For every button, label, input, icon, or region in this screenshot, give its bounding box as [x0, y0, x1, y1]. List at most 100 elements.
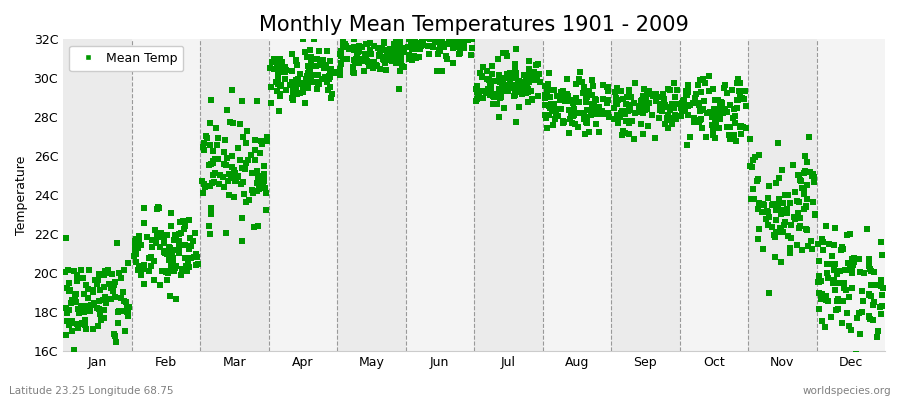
Point	[166, 237, 181, 244]
Point	[128, 250, 142, 256]
Point	[104, 285, 118, 291]
Point	[800, 182, 814, 188]
Point	[99, 300, 113, 306]
Point	[792, 225, 806, 231]
Point	[702, 73, 716, 80]
Point	[229, 175, 243, 182]
Point	[494, 89, 508, 95]
Point	[202, 162, 216, 168]
Point	[592, 104, 607, 110]
Point	[176, 218, 190, 224]
Point	[855, 309, 869, 315]
Point	[480, 76, 494, 82]
Point	[296, 89, 310, 95]
Point	[585, 92, 599, 98]
Point	[220, 155, 235, 162]
Point	[637, 97, 652, 104]
Point	[675, 100, 689, 106]
Point	[140, 234, 154, 240]
Point	[822, 241, 836, 247]
Point	[794, 177, 808, 184]
Point	[807, 210, 822, 217]
Point	[510, 80, 525, 86]
Point	[562, 107, 576, 114]
Point	[289, 76, 303, 83]
Point	[508, 61, 522, 68]
Point	[246, 190, 260, 196]
Point	[64, 297, 78, 304]
Point	[628, 110, 643, 116]
Point	[781, 191, 796, 198]
Point	[695, 125, 709, 132]
Point	[233, 121, 248, 128]
Point	[107, 282, 122, 288]
Point	[96, 272, 111, 278]
Point	[569, 99, 583, 106]
Point	[428, 38, 443, 44]
Point	[379, 67, 393, 74]
Point	[843, 327, 858, 333]
Point	[237, 191, 251, 197]
Point	[108, 333, 122, 339]
Point	[734, 124, 748, 130]
Point	[59, 318, 74, 324]
Point	[296, 36, 310, 43]
Point	[393, 54, 408, 60]
Point	[596, 96, 610, 102]
Point	[164, 222, 178, 229]
Point	[164, 210, 178, 217]
Point	[564, 98, 579, 104]
Point	[504, 75, 518, 81]
Point	[869, 334, 884, 340]
Point	[812, 258, 826, 264]
Point	[376, 56, 391, 62]
Point	[707, 116, 722, 122]
Point	[470, 82, 484, 89]
Point	[285, 89, 300, 95]
Point	[562, 116, 577, 122]
Point	[507, 75, 521, 82]
Point	[163, 244, 177, 251]
Point	[440, 55, 454, 62]
Point	[464, 52, 478, 58]
Point	[324, 67, 338, 74]
Point	[771, 174, 786, 181]
Point	[847, 258, 861, 265]
Point	[299, 76, 313, 82]
Point	[264, 100, 278, 106]
Point	[346, 57, 361, 63]
Point	[706, 132, 721, 138]
Point	[679, 91, 693, 97]
Point	[524, 88, 538, 94]
Point	[458, 21, 473, 28]
Point	[572, 79, 586, 86]
Point	[876, 285, 890, 291]
Point	[352, 60, 366, 66]
Point	[218, 137, 232, 144]
Point	[617, 129, 632, 136]
Point	[778, 191, 792, 198]
Point	[681, 89, 696, 95]
Point	[599, 99, 614, 105]
Point	[333, 60, 347, 67]
Point	[688, 118, 702, 125]
Point	[270, 61, 284, 68]
Point	[103, 281, 117, 288]
Point	[596, 110, 610, 117]
Point	[203, 211, 218, 218]
Point	[393, 68, 408, 74]
Point	[272, 107, 286, 114]
Point	[587, 110, 601, 117]
Point	[871, 328, 886, 335]
Point	[732, 87, 746, 94]
Point	[376, 57, 391, 63]
Point	[137, 262, 151, 268]
Point	[251, 223, 266, 229]
Point	[88, 277, 103, 284]
Point	[178, 223, 193, 230]
Point	[470, 96, 484, 102]
Point	[736, 124, 751, 130]
Point	[752, 200, 767, 206]
Bar	[474, 39, 543, 351]
Point	[355, 56, 369, 62]
